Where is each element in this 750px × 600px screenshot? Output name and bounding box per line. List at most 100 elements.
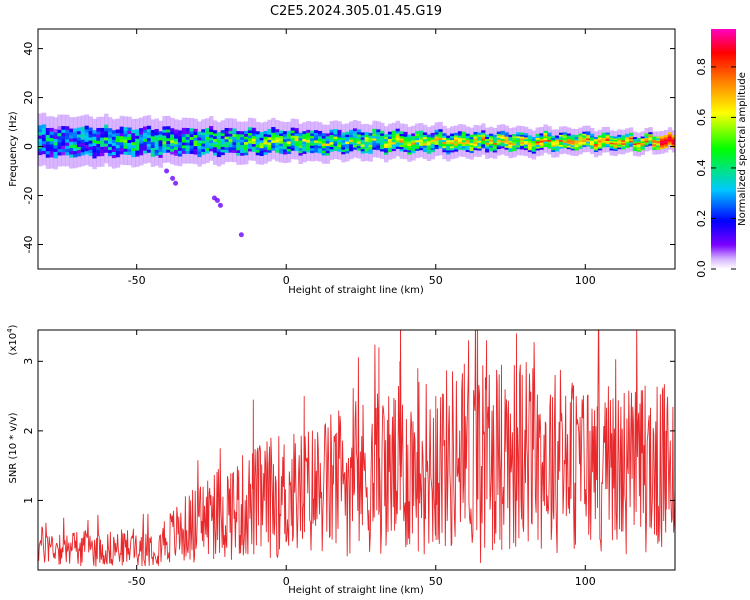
spectrogram-cell [469,140,474,144]
spectrogram-cell [38,148,43,152]
spectrogram-cell [220,146,226,150]
spectrogram-cell [485,134,490,138]
spectrogram-cell [72,141,78,145]
spectrogram-cell [570,139,576,143]
spectrogram-y-tick-label: -20 [22,187,35,205]
spectrogram-cell [306,139,311,143]
spectrogram-cell [321,150,327,154]
spectrogram-cell [92,148,97,153]
spectrogram-cell [601,145,607,148]
spectrogram-cell [267,141,272,145]
spectrogram-cell [403,149,408,152]
spectrogram-cell [628,135,634,138]
spectrogram-cell [504,134,509,137]
spectrogram-cell [582,141,587,144]
spectrogram-cell [61,135,66,140]
spectrogram-cell [535,141,541,144]
spectrogram-cell [555,137,560,140]
spectrogram-cell [632,141,638,144]
spectrogram-cell [387,149,393,153]
spectrogram-cell [216,148,222,152]
spectrogram-cell [240,147,245,151]
spectrogram-cell [232,131,237,135]
spectrogram-cell [384,136,389,140]
spectrogram-cell [531,147,537,151]
spectrogram-cell [251,135,257,139]
spectrogram-cell [255,131,261,135]
spectrogram-cell [310,145,315,149]
spectrogram-cell [158,145,163,150]
spectrogram-cell [216,131,222,136]
spectrogram-cell [310,147,315,151]
spectrogram-cell [461,147,467,151]
spectrogram-cell [523,133,529,136]
spectrogram-cell [617,144,622,147]
spectrogram-cell [671,137,675,140]
spectrogram-cell [189,133,195,138]
spectrogram-cell [310,135,315,139]
spectrogram-cell [461,143,467,147]
spectrogram-cell [523,135,529,138]
spectrogram-cell [189,139,195,143]
spectrogram-cell [236,133,241,137]
spectrogram-cell [224,136,230,140]
spectrogram-cell [232,147,237,151]
spectrogram-cell [485,140,490,143]
spectrogram-cell [403,134,408,137]
spectrogram-y-tick-label: 0 [22,143,35,150]
spectrogram-cell [92,151,97,156]
spectrogram-cell [628,134,634,137]
spectrogram-cell [446,141,451,145]
spectrogram-cell [240,139,245,143]
spectrogram-cell [267,149,272,153]
spectrogram-cell [399,135,404,139]
spectrogram-cell [597,140,603,143]
spectrogram-cell [485,150,490,153]
spectrogram-cell [663,140,669,143]
spectrogram-cell [76,130,82,135]
spectrogram-cell [107,131,113,135]
spectrogram-cell [166,143,171,147]
spectrogram-cell [590,140,595,143]
spectrogram-cell [512,137,517,141]
spectrogram-cell [317,133,323,137]
spectrogram-cell [457,137,463,140]
spectrogram-cell [574,140,579,143]
spectrogram-cell [593,146,599,149]
spectrogram-cell [236,152,241,156]
spectrogram-cell [488,139,494,142]
spectrogram-cell [488,133,494,137]
spectrogram-cell [485,138,490,141]
spectrogram-x-tick-label: -50 [128,274,146,287]
spectrogram-cell [337,146,342,150]
spectrogram-cell [267,144,272,148]
spectrogram-cell [162,149,167,153]
spectrogram-cell [590,146,595,149]
snr-y-tick-label: 1 [22,497,35,504]
spectrogram-cell [65,138,70,143]
spectrogram-cell [240,136,245,140]
spectrogram-cell [69,134,74,139]
spectrogram-cell [76,127,82,132]
spectrogram-cell [314,139,319,143]
spectrogram-cell [570,134,576,137]
spectrogram-cell [41,147,47,151]
spectrogram-cell [617,147,622,150]
spectrogram-cell [613,138,618,141]
spectrogram-cell [150,150,156,154]
spectrogram-cell [329,136,334,140]
spectrogram-cell [399,146,404,150]
spectrogram-cell [57,132,62,137]
spectrogram-cell [325,143,331,146]
spectrogram-cell [656,137,661,140]
spectrogram-cell [45,137,51,142]
spectrogram-cell [539,143,544,147]
spectrogram-cell [663,135,669,137]
spectrogram-cell [453,134,459,138]
spectrogram-cell [57,148,62,153]
spectrogram-cell [228,138,233,142]
spectrogram-cell [177,138,183,143]
spectrogram-cell [660,143,665,145]
spectrogram-cell [671,143,675,146]
spectrogram-cell [508,136,513,140]
